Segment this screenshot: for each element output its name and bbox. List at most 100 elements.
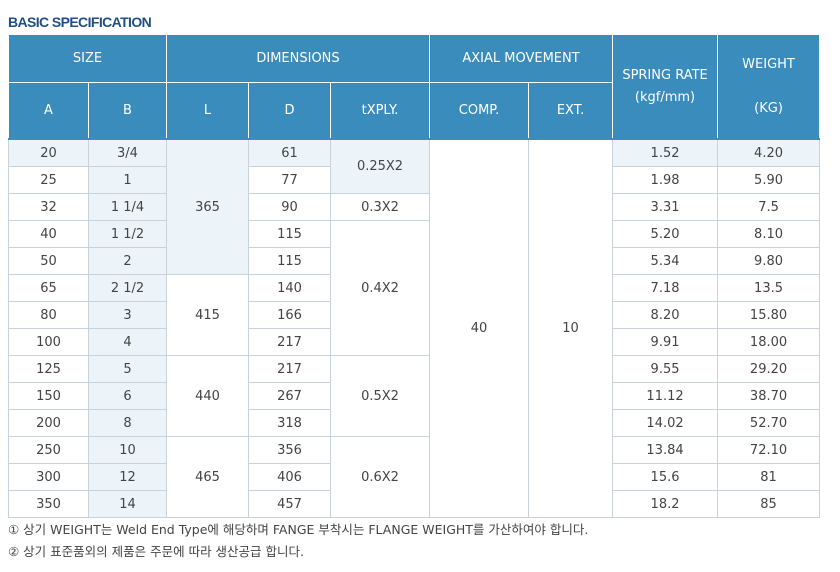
cell-b: 1 1/4 [88,193,167,221]
cell-weight: 29.20 [717,355,821,383]
cell-l: 415 [166,274,249,356]
cell-a: 300 [8,463,89,491]
cell-spring-rate: 5.20 [612,220,719,248]
cell-d: 217 [248,328,331,356]
footnote: ① 상기 WEIGHT는 Weld End Type에 해당하며 FANGE 부… [8,522,589,537]
cell-spring-rate: 15.6 [612,463,719,491]
cell-weight: 72.10 [717,436,821,464]
cell-a: 20 [8,138,89,167]
header-a: A [8,82,89,140]
table-row: 25 1 77 1.98 5.90 [8,166,821,194]
specification-table: SIZE DIMENSIONS AXIAL MOVEMENT SPRING RA… [8,34,821,518]
table-row: 32 1 1/4 90 0.3X2 3.31 7.5 [8,193,821,221]
cell-d: 457 [248,490,331,518]
table-row: 300 12 406 15.6 81 [8,463,821,491]
spring-rate-label: SPRING RATE [622,67,708,83]
cell-b: 12 [88,463,167,491]
cell-d: 115 [248,247,331,275]
cell-b: 2 1/2 [88,274,167,302]
cell-d: 318 [248,409,331,437]
cell-weight: 85 [717,490,821,518]
cell-d: 267 [248,382,331,410]
cell-a: 350 [8,490,89,518]
cell-b: 1 1/2 [88,220,167,248]
cell-weight: 7.5 [717,193,821,221]
cell-a: 150 [8,382,89,410]
table-row: 200 8 318 14.02 52.70 [8,409,821,437]
cell-a: 250 [8,436,89,464]
cell-spring-rate: 9.91 [612,328,719,356]
cell-ply: 0.4X2 [329,220,431,356]
header-b: B [88,82,167,140]
cell-spring-rate: 9.55 [612,355,719,383]
cell-spring-rate: 8.20 [612,301,719,329]
cell-a: 100 [8,328,89,356]
table-row: 40 1 1/2 115 0.4X2 5.20 8.10 [8,220,821,356]
cell-a: 32 [8,193,89,221]
cell-weight: 9.80 [717,247,821,275]
cell-spring-rate: 14.02 [612,409,719,437]
cell-spring-rate: 3.31 [612,193,719,221]
cell-ply: 0.3X2 [329,193,431,221]
cell-b: 6 [88,382,167,410]
cell-d: 90 [248,193,331,221]
weight-label: WEIGHT [742,56,795,72]
cell-l: 440 [166,355,249,437]
cell-weight: 4.20 [717,138,821,167]
cell-b: 14 [88,490,167,518]
table-row: 50 2 115 5.34 9.80 [8,247,821,275]
cell-b: 1 [88,166,167,194]
cell-a: 65 [8,274,89,302]
cell-weight: 18.00 [717,328,821,356]
header-axial-movement: AXIAL MOVEMENT [429,34,614,83]
cell-a: 200 [8,409,89,437]
cell-b: 2 [88,247,167,275]
cell-d: 166 [248,301,331,329]
header-dimensions: DIMENSIONS [165,34,431,83]
cell-b: 4 [88,328,167,356]
table-row: 20 3/4 365 61 0.25X2 40 10 1.52 4.20 [8,138,821,518]
cell-spring-rate: 13.84 [612,436,719,464]
cell-ext: 10 [528,138,614,518]
cell-a: 125 [8,355,89,383]
cell-weight: 52.70 [717,409,821,437]
cell-a: 80 [8,301,89,329]
cell-b: 10 [88,436,167,464]
header-l: L [166,82,249,140]
footnotes: ① 상기 WEIGHT는 Weld End Type에 해당하며 FANGE 부… [8,519,588,563]
header-txply: tXPLY. [329,82,431,140]
header-spring-rate: SPRING RATE (kgf/mm) [612,34,719,140]
header-size: SIZE [8,34,167,83]
cell-weight: 8.10 [717,220,821,248]
spring-rate-unit: (kgf/mm) [634,89,696,105]
cell-b: 3/4 [88,138,167,167]
table-row: 125 5 440 217 0.5X2 9.55 29.20 [8,355,821,437]
cell-spring-rate: 11.12 [612,382,719,410]
cell-b: 3 [88,301,167,329]
cell-d: 77 [248,166,331,194]
cell-d: 406 [248,463,331,491]
cell-d: 115 [248,220,331,248]
header-d: D [248,82,331,140]
cell-spring-rate: 18.2 [612,490,719,518]
page-title: BASIC SPECIFICATION [8,14,152,30]
cell-weight: 13.5 [717,274,821,302]
cell-l: 365 [166,138,249,275]
cell-a: 25 [8,166,89,194]
cell-a: 40 [8,220,89,248]
cell-spring-rate: 7.18 [612,274,719,302]
cell-d: 217 [248,355,331,383]
cell-b: 8 [88,409,167,437]
cell-weight: 5.90 [717,166,821,194]
cell-weight: 81 [717,463,821,491]
cell-d: 356 [248,436,331,464]
cell-ply: 0.5X2 [329,355,431,437]
cell-d: 140 [248,274,331,302]
weight-unit: (KG) [754,100,783,116]
cell-spring-rate: 5.34 [612,247,719,275]
cell-spring-rate: 1.52 [612,138,719,167]
cell-spring-rate: 1.98 [612,166,719,194]
cell-a: 50 [8,247,89,275]
cell-comp: 40 [429,138,530,518]
header-comp: COMP. [429,82,530,140]
